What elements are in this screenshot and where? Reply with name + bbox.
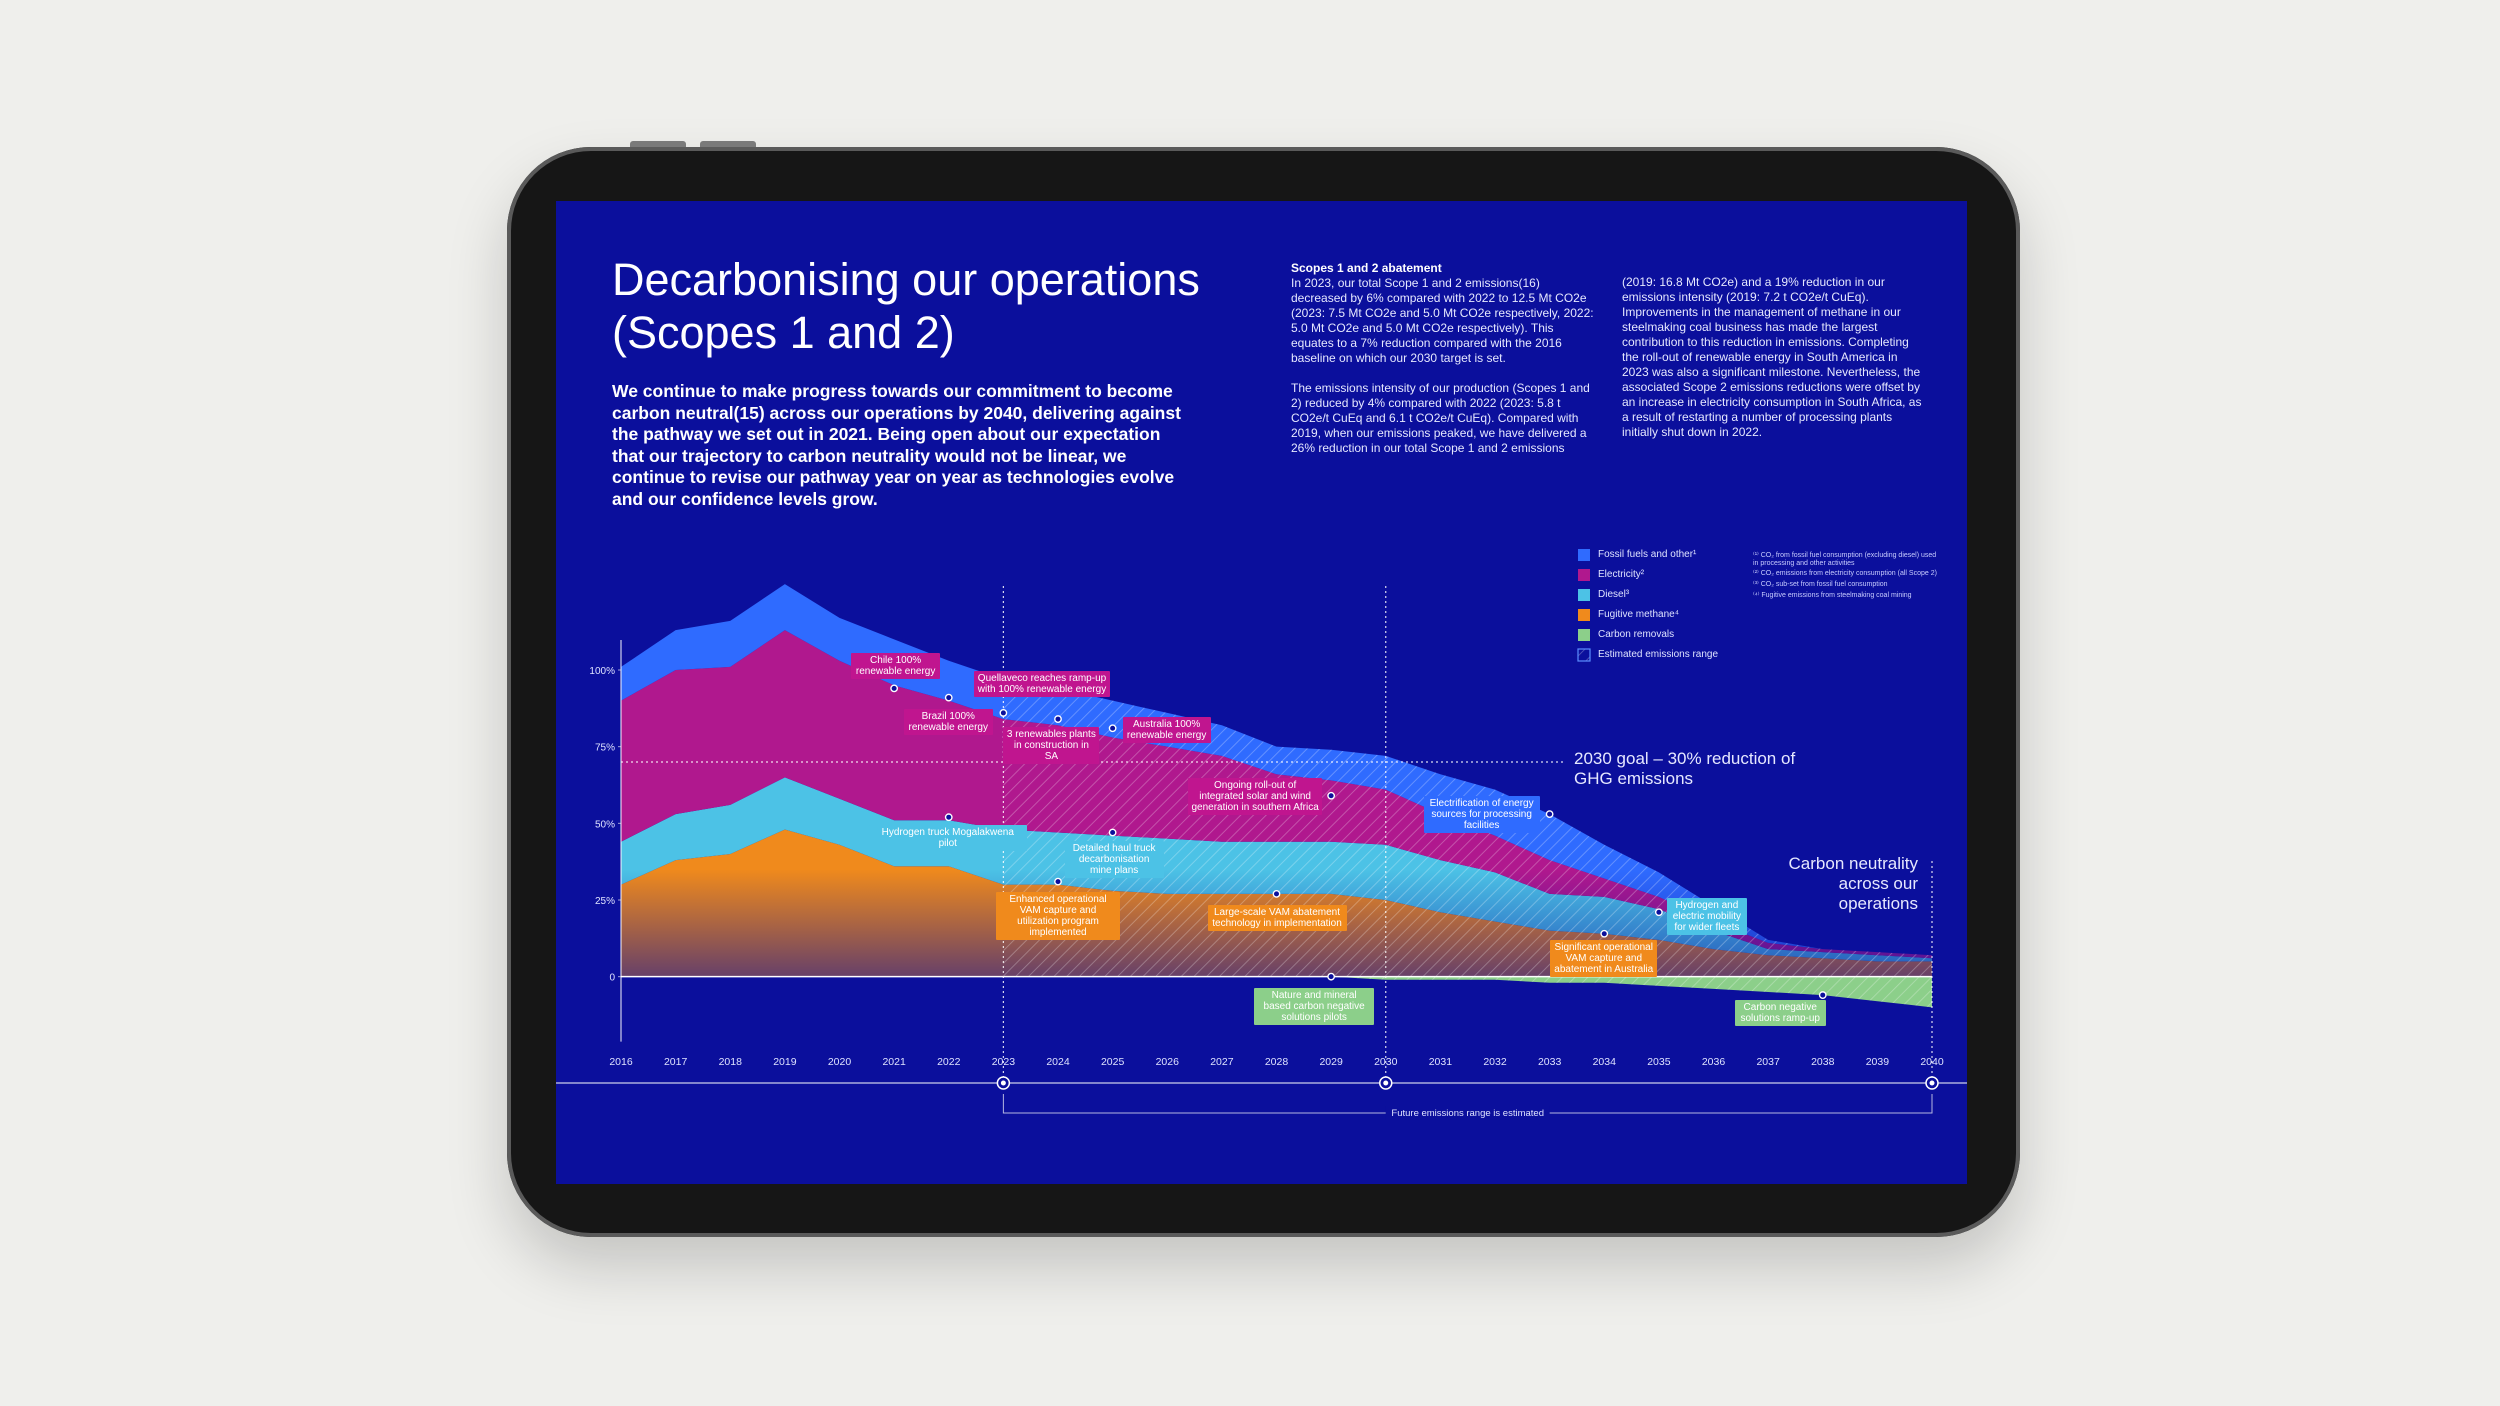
x-tick-label: 2038 — [1811, 1056, 1835, 1068]
legend-swatch — [1578, 589, 1590, 601]
annotation-dot — [1654, 908, 1663, 917]
annotation: Electrification of energy sources for pr… — [1423, 796, 1540, 834]
y-tick-label: 75% — [595, 743, 615, 754]
annotation-dot — [1327, 972, 1336, 981]
screen: 0 25% 50% 75% 100% 2016 2017 2018 2019 2020 2021 20… — [556, 201, 1967, 1184]
text-column: Scopes 1 and 2 abatement In 2023, our to… — [1291, 261, 1596, 471]
annotation-dot — [1327, 791, 1336, 800]
annotation-dot — [1108, 724, 1117, 733]
timeline-dot — [1383, 1080, 1389, 1086]
timeline-dot — [1000, 1080, 1006, 1086]
legend-label: Estimated emissions range — [1598, 649, 1719, 660]
x-tick-label: 2039 — [1866, 1056, 1890, 1068]
annotation-dot — [1108, 828, 1117, 837]
y-tick-label: 25% — [595, 896, 615, 907]
x-tick-label: 2034 — [1593, 1056, 1617, 1068]
bracket-label-bg — [1385, 1106, 1550, 1120]
footnote: ⁽¹⁾ CO₂ from fossil fuel consumption (ex… — [1753, 552, 1937, 567]
annotation-dot — [1054, 715, 1062, 723]
y-tick-label: 0 — [609, 973, 615, 984]
annotation-dot — [944, 693, 953, 702]
legend-swatch — [1577, 648, 1591, 662]
x-tick-label: 2031 — [1429, 1056, 1453, 1068]
annotation: Hydrogen truck Mogalakwena pilot — [868, 825, 1027, 852]
legend-label: Fossil fuels and other¹ — [1598, 549, 1697, 560]
annotation: Hydrogen and electric mobility for wider… — [1666, 898, 1747, 936]
paragraph: (2019: 16.8 Mt CO2e) and a 19% reduction… — [1622, 275, 1922, 439]
x-tick-label: 2018 — [719, 1056, 743, 1068]
footnote: ⁽²⁾ CO₂ emissions from electricity consu… — [1753, 570, 1937, 577]
annotation: Quellaveco reaches ramp-up with 100% ren… — [974, 671, 1110, 698]
timeline-dot — [1929, 1080, 1935, 1086]
legend-swatch — [1578, 569, 1590, 581]
x-tick-label: 2017 — [664, 1056, 688, 1068]
estimate-label: Future emissions range is estimated — [1391, 1108, 1544, 1119]
x-tick-label: 2029 — [1319, 1056, 1343, 1068]
annotation: Enhanced operational VAM capture and uti… — [996, 891, 1120, 940]
x-tick-label: 2035 — [1647, 1056, 1671, 1068]
x-tick-label: 2027 — [1210, 1056, 1234, 1068]
x-tick-label: 2037 — [1756, 1056, 1780, 1068]
paragraph: In 2023, our total Scope 1 and 2 emissio… — [1291, 276, 1594, 365]
heading: Scopes 1 and 2 abatement — [1291, 261, 1442, 275]
legend-swatch — [1578, 629, 1590, 641]
legend-swatch — [1578, 549, 1590, 561]
annotation: Chile 100% renewable energy — [851, 653, 941, 680]
x-tick-label: 2024 — [1046, 1056, 1070, 1068]
device-button — [700, 141, 756, 147]
annotation: Ongoing roll-out of integrated solar and… — [1188, 777, 1323, 815]
x-tick-label: 2016 — [609, 1056, 633, 1068]
intro: We continue to make progress towards our… — [612, 381, 1181, 509]
y-tick-label: 100% — [589, 666, 615, 677]
legend-swatch — [1578, 609, 1590, 621]
x-tick-label: 2033 — [1538, 1056, 1562, 1068]
annotation-dot — [1054, 877, 1062, 886]
device-button — [630, 141, 686, 147]
x-tick-label: 2021 — [882, 1056, 906, 1068]
x-tick-label: 2022 — [937, 1056, 961, 1068]
annotation: Carbon negative solutions ramp-up — [1734, 1000, 1826, 1027]
annotation: 3 renewables plants in construction in S… — [1003, 726, 1100, 764]
legend-label: Electricity² — [1598, 569, 1645, 580]
title: Decarbonising our operations (Scopes 1 a… — [612, 254, 1200, 358]
x-tick-label: 2026 — [1156, 1056, 1180, 1068]
x-tick-label: 2032 — [1483, 1056, 1507, 1068]
neutrality-label: Carbon neutrality across our operations — [1788, 854, 1918, 913]
x-tick-label: 2036 — [1702, 1056, 1726, 1068]
x-tick-label: 2028 — [1265, 1056, 1289, 1068]
annotation-dot — [944, 813, 953, 822]
legend-label: Fugitive methane⁴ — [1598, 609, 1680, 620]
annotation: Significant operational VAM capture and … — [1550, 939, 1658, 977]
annotation-dot — [1600, 929, 1609, 938]
annotation-dot — [1818, 991, 1827, 999]
x-tick-label: 2020 — [828, 1056, 852, 1068]
annotation-dot — [999, 709, 1008, 717]
annotation-dot — [890, 684, 899, 693]
annotation: Detailed haul truck decarbonisation mine… — [1064, 840, 1164, 878]
annotation: Brazil 100% renewable energy — [903, 708, 993, 735]
x-tick-label: 2019 — [773, 1056, 797, 1068]
goal-label: 2030 goal – 30% reduction of GHG emissio… — [1574, 749, 1796, 788]
footnote: ⁽³⁾ CO₂ sub-set from fossil fuel consump… — [1753, 581, 1888, 588]
annotation-dot — [1272, 889, 1281, 898]
legend-label: Diesel³ — [1598, 589, 1630, 600]
annotation-dot — [1545, 810, 1554, 819]
annotation: Nature and mineral based carbon negative… — [1254, 987, 1375, 1025]
annotation: Large-scale VAM abatement technology in … — [1207, 904, 1347, 931]
legend-label: Carbon removals — [1598, 629, 1675, 640]
x-tick-label: 2025 — [1101, 1056, 1125, 1068]
y-tick-label: 50% — [595, 819, 615, 830]
paragraph: The emissions intensity of our productio… — [1291, 381, 1590, 455]
footnote: ⁽⁴⁾ Fugitive emissions from steelmaking … — [1753, 592, 1912, 599]
text-column: (2019: 16.8 Mt CO2e) and a 19% reduction… — [1622, 275, 1927, 455]
annotation: Australia 100% renewable energy — [1122, 717, 1211, 744]
